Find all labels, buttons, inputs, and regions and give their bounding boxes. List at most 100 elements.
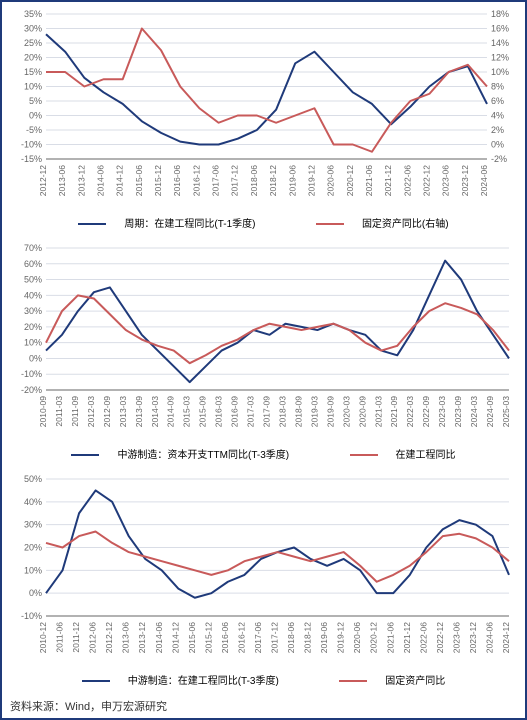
svg-text:35%: 35% bbox=[24, 9, 42, 19]
svg-text:2021-12: 2021-12 bbox=[383, 165, 393, 196]
svg-text:2024-03: 2024-03 bbox=[469, 396, 479, 427]
svg-text:2020-03: 2020-03 bbox=[341, 396, 351, 427]
svg-text:20%: 20% bbox=[24, 322, 42, 332]
legend-swatch-red bbox=[350, 454, 378, 456]
chart-1-legend: 周期：在建工程同比(T-1季度) 固定资产同比(右轴) bbox=[8, 212, 519, 238]
svg-text:0%: 0% bbox=[29, 588, 42, 598]
svg-text:2022-03: 2022-03 bbox=[405, 396, 415, 427]
svg-text:2023-06: 2023-06 bbox=[441, 165, 451, 196]
svg-text:2021-12: 2021-12 bbox=[402, 622, 412, 653]
legend-swatch-red bbox=[316, 223, 344, 225]
legend-label: 在建工程同比 bbox=[396, 446, 456, 461]
svg-text:2%: 2% bbox=[491, 125, 504, 135]
chart-3-wrap: -10%0%10%20%30%40%50%2010-122011-062011-… bbox=[8, 473, 519, 695]
svg-text:2018-12: 2018-12 bbox=[268, 165, 278, 196]
svg-text:2024-09: 2024-09 bbox=[485, 396, 495, 427]
svg-text:2019-12: 2019-12 bbox=[306, 165, 316, 196]
svg-text:40%: 40% bbox=[24, 290, 42, 300]
svg-text:2017-06: 2017-06 bbox=[211, 165, 221, 196]
svg-text:2010-09: 2010-09 bbox=[38, 396, 48, 427]
svg-text:2024-06: 2024-06 bbox=[484, 622, 494, 653]
svg-text:-20%: -20% bbox=[21, 385, 42, 395]
svg-text:2016-12: 2016-12 bbox=[236, 622, 246, 653]
svg-text:2019-03: 2019-03 bbox=[309, 396, 319, 427]
svg-text:2025-03: 2025-03 bbox=[501, 396, 511, 427]
legend-item: 固定资产同比(右轴) bbox=[302, 215, 463, 230]
svg-text:2010-12: 2010-12 bbox=[38, 622, 48, 653]
svg-text:10%: 10% bbox=[24, 565, 42, 575]
chart-1-plot: -15%-10%-5%0%5%10%15%20%25%30%35%-2%0%2%… bbox=[8, 8, 519, 212]
svg-text:2013-12: 2013-12 bbox=[137, 622, 147, 653]
svg-text:2022-12: 2022-12 bbox=[421, 165, 431, 196]
chart-2-legend: 中游制造：资本开支TTM同比(T-3季度) 在建工程同比 bbox=[8, 443, 519, 469]
svg-text:2016-03: 2016-03 bbox=[214, 396, 224, 427]
svg-text:2022-06: 2022-06 bbox=[418, 622, 428, 653]
svg-text:2019-12: 2019-12 bbox=[336, 622, 346, 653]
svg-text:-10%: -10% bbox=[21, 611, 42, 621]
svg-text:0%: 0% bbox=[491, 140, 504, 150]
legend-swatch-navy bbox=[71, 454, 99, 456]
svg-text:15%: 15% bbox=[24, 67, 42, 77]
legend-item: 中游制造：资本开支TTM同比(T-3季度) bbox=[57, 446, 303, 461]
svg-text:30%: 30% bbox=[24, 24, 42, 34]
svg-text:2018-12: 2018-12 bbox=[303, 622, 313, 653]
svg-text:2015-06: 2015-06 bbox=[187, 622, 197, 653]
svg-text:2011-12: 2011-12 bbox=[71, 622, 81, 653]
svg-text:2020-09: 2020-09 bbox=[357, 396, 367, 427]
legend-label: 周期：在建工程同比(T-1季度) bbox=[124, 215, 255, 230]
svg-text:2014-09: 2014-09 bbox=[166, 396, 176, 427]
svg-text:-15%: -15% bbox=[21, 154, 42, 164]
svg-text:0%: 0% bbox=[29, 111, 42, 121]
svg-text:12%: 12% bbox=[491, 53, 509, 63]
svg-text:2021-06: 2021-06 bbox=[364, 165, 374, 196]
legend-swatch-navy bbox=[82, 680, 110, 682]
svg-text:10%: 10% bbox=[24, 82, 42, 92]
figure-container: -15%-10%-5%0%5%10%15%20%25%30%35%-2%0%2%… bbox=[0, 0, 527, 720]
svg-text:30%: 30% bbox=[24, 520, 42, 530]
svg-text:2015-06: 2015-06 bbox=[134, 165, 144, 196]
svg-text:2016-06: 2016-06 bbox=[220, 622, 230, 653]
legend-label: 中游制造：资本开支TTM同比(T-3季度) bbox=[117, 446, 289, 461]
svg-text:2022-12: 2022-12 bbox=[435, 622, 445, 653]
svg-text:60%: 60% bbox=[24, 259, 42, 269]
svg-text:2020-06: 2020-06 bbox=[352, 622, 362, 653]
svg-text:2011-03: 2011-03 bbox=[54, 396, 64, 427]
svg-text:0%: 0% bbox=[29, 353, 42, 363]
svg-text:2012-12: 2012-12 bbox=[104, 622, 114, 653]
legend-swatch-red bbox=[339, 680, 367, 682]
svg-text:2017-09: 2017-09 bbox=[262, 396, 272, 427]
svg-text:2011-06: 2011-06 bbox=[55, 622, 65, 653]
svg-text:2018-03: 2018-03 bbox=[277, 396, 287, 427]
svg-text:8%: 8% bbox=[491, 82, 504, 92]
svg-text:2023-12: 2023-12 bbox=[468, 622, 478, 653]
svg-text:2012-12: 2012-12 bbox=[38, 165, 48, 196]
svg-text:2023-06: 2023-06 bbox=[451, 622, 461, 653]
svg-text:2017-12: 2017-12 bbox=[270, 622, 280, 653]
svg-text:50%: 50% bbox=[24, 474, 42, 484]
svg-text:2014-12: 2014-12 bbox=[115, 165, 125, 196]
svg-text:2021-09: 2021-09 bbox=[389, 396, 399, 427]
svg-text:2022-09: 2022-09 bbox=[421, 396, 431, 427]
svg-text:2019-06: 2019-06 bbox=[287, 165, 297, 196]
svg-text:2023-09: 2023-09 bbox=[453, 396, 463, 427]
chart-2-wrap: -20%-10%0%10%20%30%40%50%60%70%2010-0920… bbox=[8, 242, 519, 469]
svg-text:25%: 25% bbox=[24, 38, 42, 48]
svg-text:2021-03: 2021-03 bbox=[373, 396, 383, 427]
svg-text:2013-09: 2013-09 bbox=[134, 396, 144, 427]
svg-text:2020-12: 2020-12 bbox=[345, 165, 355, 196]
svg-text:2012-06: 2012-06 bbox=[88, 622, 98, 653]
svg-text:2018-06: 2018-06 bbox=[249, 165, 259, 196]
chart-1-wrap: -15%-10%-5%0%5%10%15%20%25%30%35%-2%0%2%… bbox=[8, 8, 519, 238]
svg-text:2013-06: 2013-06 bbox=[57, 165, 67, 196]
svg-text:2017-03: 2017-03 bbox=[246, 396, 256, 427]
svg-text:2024-12: 2024-12 bbox=[501, 622, 511, 653]
svg-text:2011-09: 2011-09 bbox=[70, 396, 80, 427]
svg-text:40%: 40% bbox=[24, 497, 42, 507]
svg-text:2014-06: 2014-06 bbox=[96, 165, 106, 196]
svg-text:2014-12: 2014-12 bbox=[170, 622, 180, 653]
svg-text:4%: 4% bbox=[491, 111, 504, 121]
chart-2-plot: -20%-10%0%10%20%30%40%50%60%70%2010-0920… bbox=[8, 242, 519, 443]
legend-label: 固定资产同比 bbox=[385, 672, 445, 687]
svg-text:2015-12: 2015-12 bbox=[153, 165, 163, 196]
svg-text:2017-06: 2017-06 bbox=[253, 622, 263, 653]
